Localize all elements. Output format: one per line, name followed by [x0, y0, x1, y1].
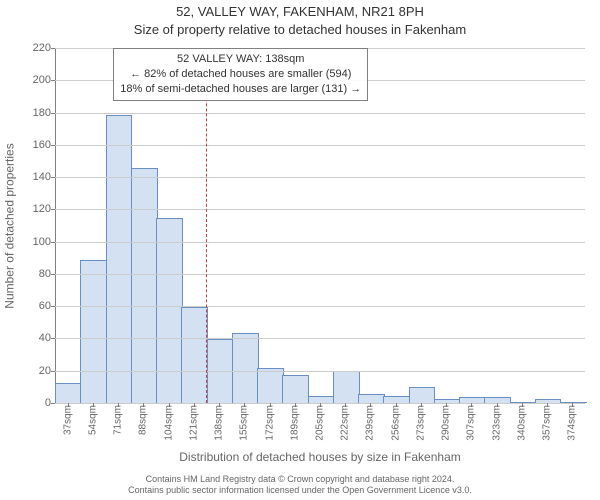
- histogram-bar: [409, 387, 436, 403]
- chart-subtitle: Size of property relative to detached ho…: [0, 22, 600, 37]
- x-tick-label: 155sqm: [239, 403, 250, 441]
- x-tick-label: 273sqm: [415, 403, 426, 441]
- x-tick-label: 172sqm: [264, 403, 275, 441]
- x-tick-label: 37sqm: [62, 403, 73, 435]
- gridline: [55, 177, 585, 178]
- x-tick-label: 256sqm: [390, 403, 401, 441]
- x-tick-label: 374sqm: [567, 403, 578, 441]
- x-tick-label: 307sqm: [466, 403, 477, 441]
- property-size-chart: 52, VALLEY WAY, FAKENHAM, NR21 8PH Size …: [0, 0, 600, 500]
- histogram-bar: [156, 218, 183, 403]
- x-tick-label: 189sqm: [289, 403, 300, 441]
- y-tick-label: 0: [21, 397, 55, 409]
- y-tick-label: 20: [21, 365, 55, 377]
- histogram-bar: [131, 168, 158, 403]
- gridline: [55, 371, 585, 372]
- gridline: [55, 338, 585, 339]
- x-tick-label: 239sqm: [365, 403, 376, 441]
- x-tick-label: 138sqm: [214, 403, 225, 441]
- gridline: [55, 274, 585, 275]
- x-tick-label: 323sqm: [491, 403, 502, 441]
- y-tick-label: 60: [21, 300, 55, 312]
- histogram-bar: [257, 368, 284, 403]
- plot-area: 02040608010012014016018020022037sqm54sqm…: [55, 48, 585, 403]
- y-tick-label: 180: [21, 107, 55, 119]
- x-tick-label: 121sqm: [188, 403, 199, 441]
- x-tick-label: 340sqm: [516, 403, 527, 441]
- x-tick-label: 222sqm: [340, 403, 351, 441]
- footer-line-2: Contains public sector information licen…: [0, 485, 600, 496]
- x-tick-label: 54sqm: [87, 403, 98, 435]
- histogram-bar: [383, 396, 410, 403]
- gridline: [55, 145, 585, 146]
- gridline: [55, 306, 585, 307]
- y-tick-label: 100: [21, 236, 55, 248]
- bars-layer: [55, 48, 585, 403]
- histogram-bar: [333, 371, 360, 403]
- histogram-bar: [106, 115, 133, 403]
- x-tick-label: 71sqm: [113, 403, 124, 435]
- x-tick-label: 290sqm: [441, 403, 452, 441]
- x-tick-label: 357sqm: [542, 403, 553, 441]
- chart-title-address: 52, VALLEY WAY, FAKENHAM, NR21 8PH: [0, 4, 600, 19]
- y-tick-label: 120: [21, 203, 55, 215]
- reference-line: [206, 48, 207, 403]
- gridline: [55, 209, 585, 210]
- histogram-bar: [282, 375, 309, 403]
- x-axis-label: Distribution of detached houses by size …: [55, 450, 585, 464]
- annotation-line: ← 82% of detached houses are smaller (59…: [120, 67, 361, 82]
- annotation-line: 52 VALLEY WAY: 138sqm: [120, 52, 361, 67]
- y-tick-label: 200: [21, 74, 55, 86]
- x-tick-label: 205sqm: [315, 403, 326, 441]
- x-tick-label: 104sqm: [163, 403, 174, 441]
- annotation-box: 52 VALLEY WAY: 138sqm← 82% of detached h…: [113, 48, 368, 101]
- histogram-bar: [181, 307, 208, 403]
- footer-line-1: Contains HM Land Registry data © Crown c…: [0, 474, 600, 485]
- histogram-bar: [358, 394, 385, 403]
- gridline: [55, 113, 585, 114]
- y-tick-label: 80: [21, 268, 55, 280]
- histogram-bar: [308, 396, 335, 403]
- y-axis-label: Number of detached properties: [2, 48, 18, 403]
- y-tick-label: 220: [21, 42, 55, 54]
- histogram-bar: [80, 260, 107, 403]
- annotation-line: 18% of semi-detached houses are larger (…: [120, 82, 361, 97]
- attribution-footer: Contains HM Land Registry data © Crown c…: [0, 474, 600, 497]
- y-tick-label: 40: [21, 332, 55, 344]
- histogram-bar: [232, 333, 259, 403]
- histogram-bar: [55, 383, 82, 403]
- gridline: [55, 242, 585, 243]
- y-tick-label: 160: [21, 139, 55, 151]
- x-tick-label: 88sqm: [138, 403, 149, 435]
- y-tick-label: 140: [21, 171, 55, 183]
